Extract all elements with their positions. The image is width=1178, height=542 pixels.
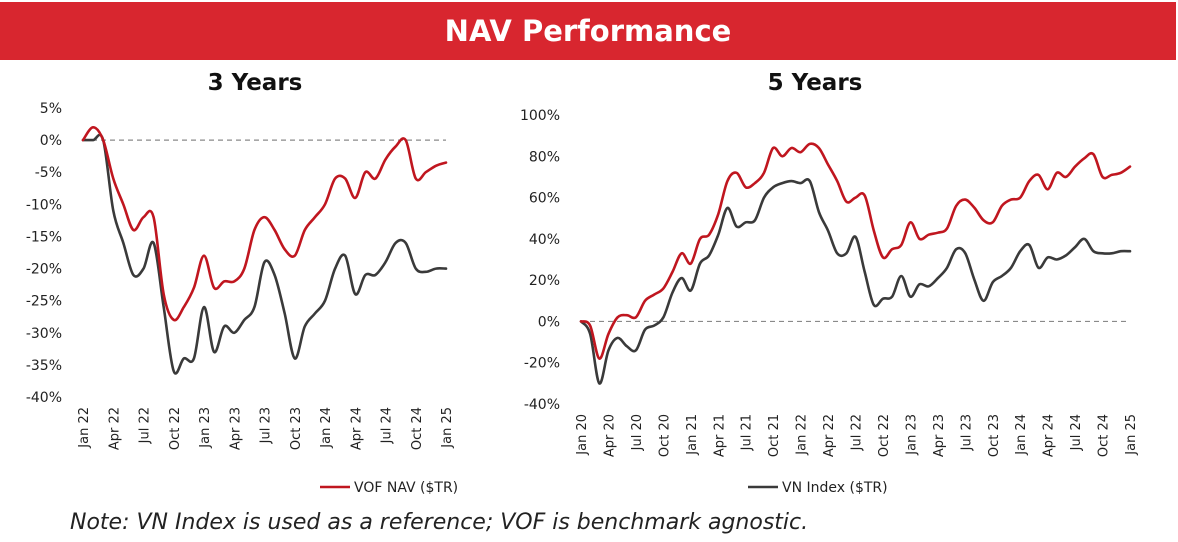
y-tick-label: -25% bbox=[26, 294, 62, 310]
x-tick-label: Oct 21 bbox=[767, 414, 782, 457]
legend-vof: VOF NAV ($TR) bbox=[320, 480, 458, 496]
y-tick-label: 80% bbox=[529, 149, 560, 165]
y-tick-label: 60% bbox=[529, 191, 560, 207]
x-tick-label: Apr 23 bbox=[932, 414, 947, 457]
charts-area: 3 Years 5% 0% -5% -10% -15% -20% -25% -30% -35% -4… bbox=[26, 70, 1139, 496]
x-tick-label: Jan 23 bbox=[198, 407, 213, 449]
y-tick-label: -40% bbox=[26, 390, 62, 406]
y-tick-label: 40% bbox=[529, 232, 560, 248]
y-tick-label: -5% bbox=[35, 165, 62, 181]
footnote: Note: VN Index is used as a reference; V… bbox=[70, 510, 809, 535]
series-line-vof-3y bbox=[81, 126, 448, 322]
x-tick-label: Jan 21 bbox=[685, 414, 700, 456]
chart-title-5y: 5 Years bbox=[768, 70, 863, 96]
x-tick-label: Jan 20 bbox=[575, 414, 590, 456]
x-tick-label: Jul 24 bbox=[380, 407, 395, 444]
x-tick-label: Jan 25 bbox=[440, 407, 455, 449]
legend-label-vn: VN Index ($TR) bbox=[782, 480, 888, 496]
y-tick-label: -40% bbox=[524, 397, 560, 413]
x-tick-label: Oct 22 bbox=[168, 407, 183, 450]
x-tick-label: Apr 24 bbox=[349, 407, 364, 450]
y-tick-label: -15% bbox=[26, 229, 62, 245]
y-tick-label: 100% bbox=[520, 108, 560, 124]
x-tick-label: Oct 23 bbox=[289, 407, 304, 450]
y-tick-label: -35% bbox=[26, 358, 62, 374]
x-tick-label: Jan 24 bbox=[1014, 414, 1029, 456]
x-tick-label: Apr 23 bbox=[228, 407, 243, 450]
x-tick-label: Jul 22 bbox=[138, 407, 153, 444]
x-tick-label: Jan 24 bbox=[319, 407, 334, 449]
x-tick-label: Jul 24 bbox=[1069, 414, 1084, 451]
y-tick-label: -30% bbox=[26, 326, 62, 342]
x-tick-label: Jan 25 bbox=[1124, 414, 1139, 456]
legend-vn: VN Index ($TR) bbox=[748, 480, 888, 496]
x-tick-label: Oct 24 bbox=[1097, 414, 1112, 457]
x-tick-label: Oct 20 bbox=[657, 414, 672, 457]
chart-title-3y: 3 Years bbox=[208, 70, 303, 96]
x-tick-label: Oct 22 bbox=[877, 414, 892, 457]
series-line-vof-5y bbox=[579, 142, 1132, 360]
chart-5y: 5 Years 100% 80% 60% 40% 20% 0% -20% -40% Jan 20 A… bbox=[520, 70, 1139, 457]
y-tick-label: 0% bbox=[40, 133, 62, 149]
chart-3y: 3 Years 5% 0% -5% -10% -15% -20% -25% -30% -35% -4… bbox=[26, 70, 455, 450]
x-tick-label: Jan 22 bbox=[795, 414, 810, 456]
x-tick-label: Apr 20 bbox=[602, 414, 617, 457]
y-tick-label: 20% bbox=[529, 273, 560, 289]
x-tick-label: Jul 22 bbox=[850, 414, 865, 451]
x-tick-label: Apr 22 bbox=[107, 407, 122, 450]
x-tick-label: Apr 21 bbox=[712, 414, 727, 457]
x-tick-label: Jan 23 bbox=[904, 414, 919, 456]
x-tick-label: Apr 24 bbox=[1042, 414, 1057, 457]
series-line-vn-3y bbox=[81, 133, 448, 375]
x-tick-label: Oct 24 bbox=[410, 407, 425, 450]
y-tick-label: -20% bbox=[524, 356, 560, 372]
x-tick-label: Jul 20 bbox=[630, 414, 645, 451]
y-tick-label: 5% bbox=[40, 101, 62, 117]
series-line-vn-5y bbox=[579, 178, 1132, 385]
x-tick-label: Jan 22 bbox=[77, 407, 92, 449]
y-tick-label: -20% bbox=[26, 262, 62, 278]
y-tick-label: -10% bbox=[26, 197, 62, 213]
page-title: NAV Performance bbox=[444, 14, 732, 48]
legend-label-vof: VOF NAV ($TR) bbox=[354, 480, 458, 496]
x-tick-label: Apr 22 bbox=[822, 414, 837, 457]
x-tick-label: Oct 23 bbox=[987, 414, 1002, 457]
x-tick-label: Jul 23 bbox=[259, 407, 274, 444]
y-tick-label: 0% bbox=[538, 314, 560, 330]
header-banner: NAV Performance bbox=[0, 2, 1176, 60]
x-tick-label: Jul 21 bbox=[740, 414, 755, 451]
x-tick-label: Jul 23 bbox=[959, 414, 974, 451]
